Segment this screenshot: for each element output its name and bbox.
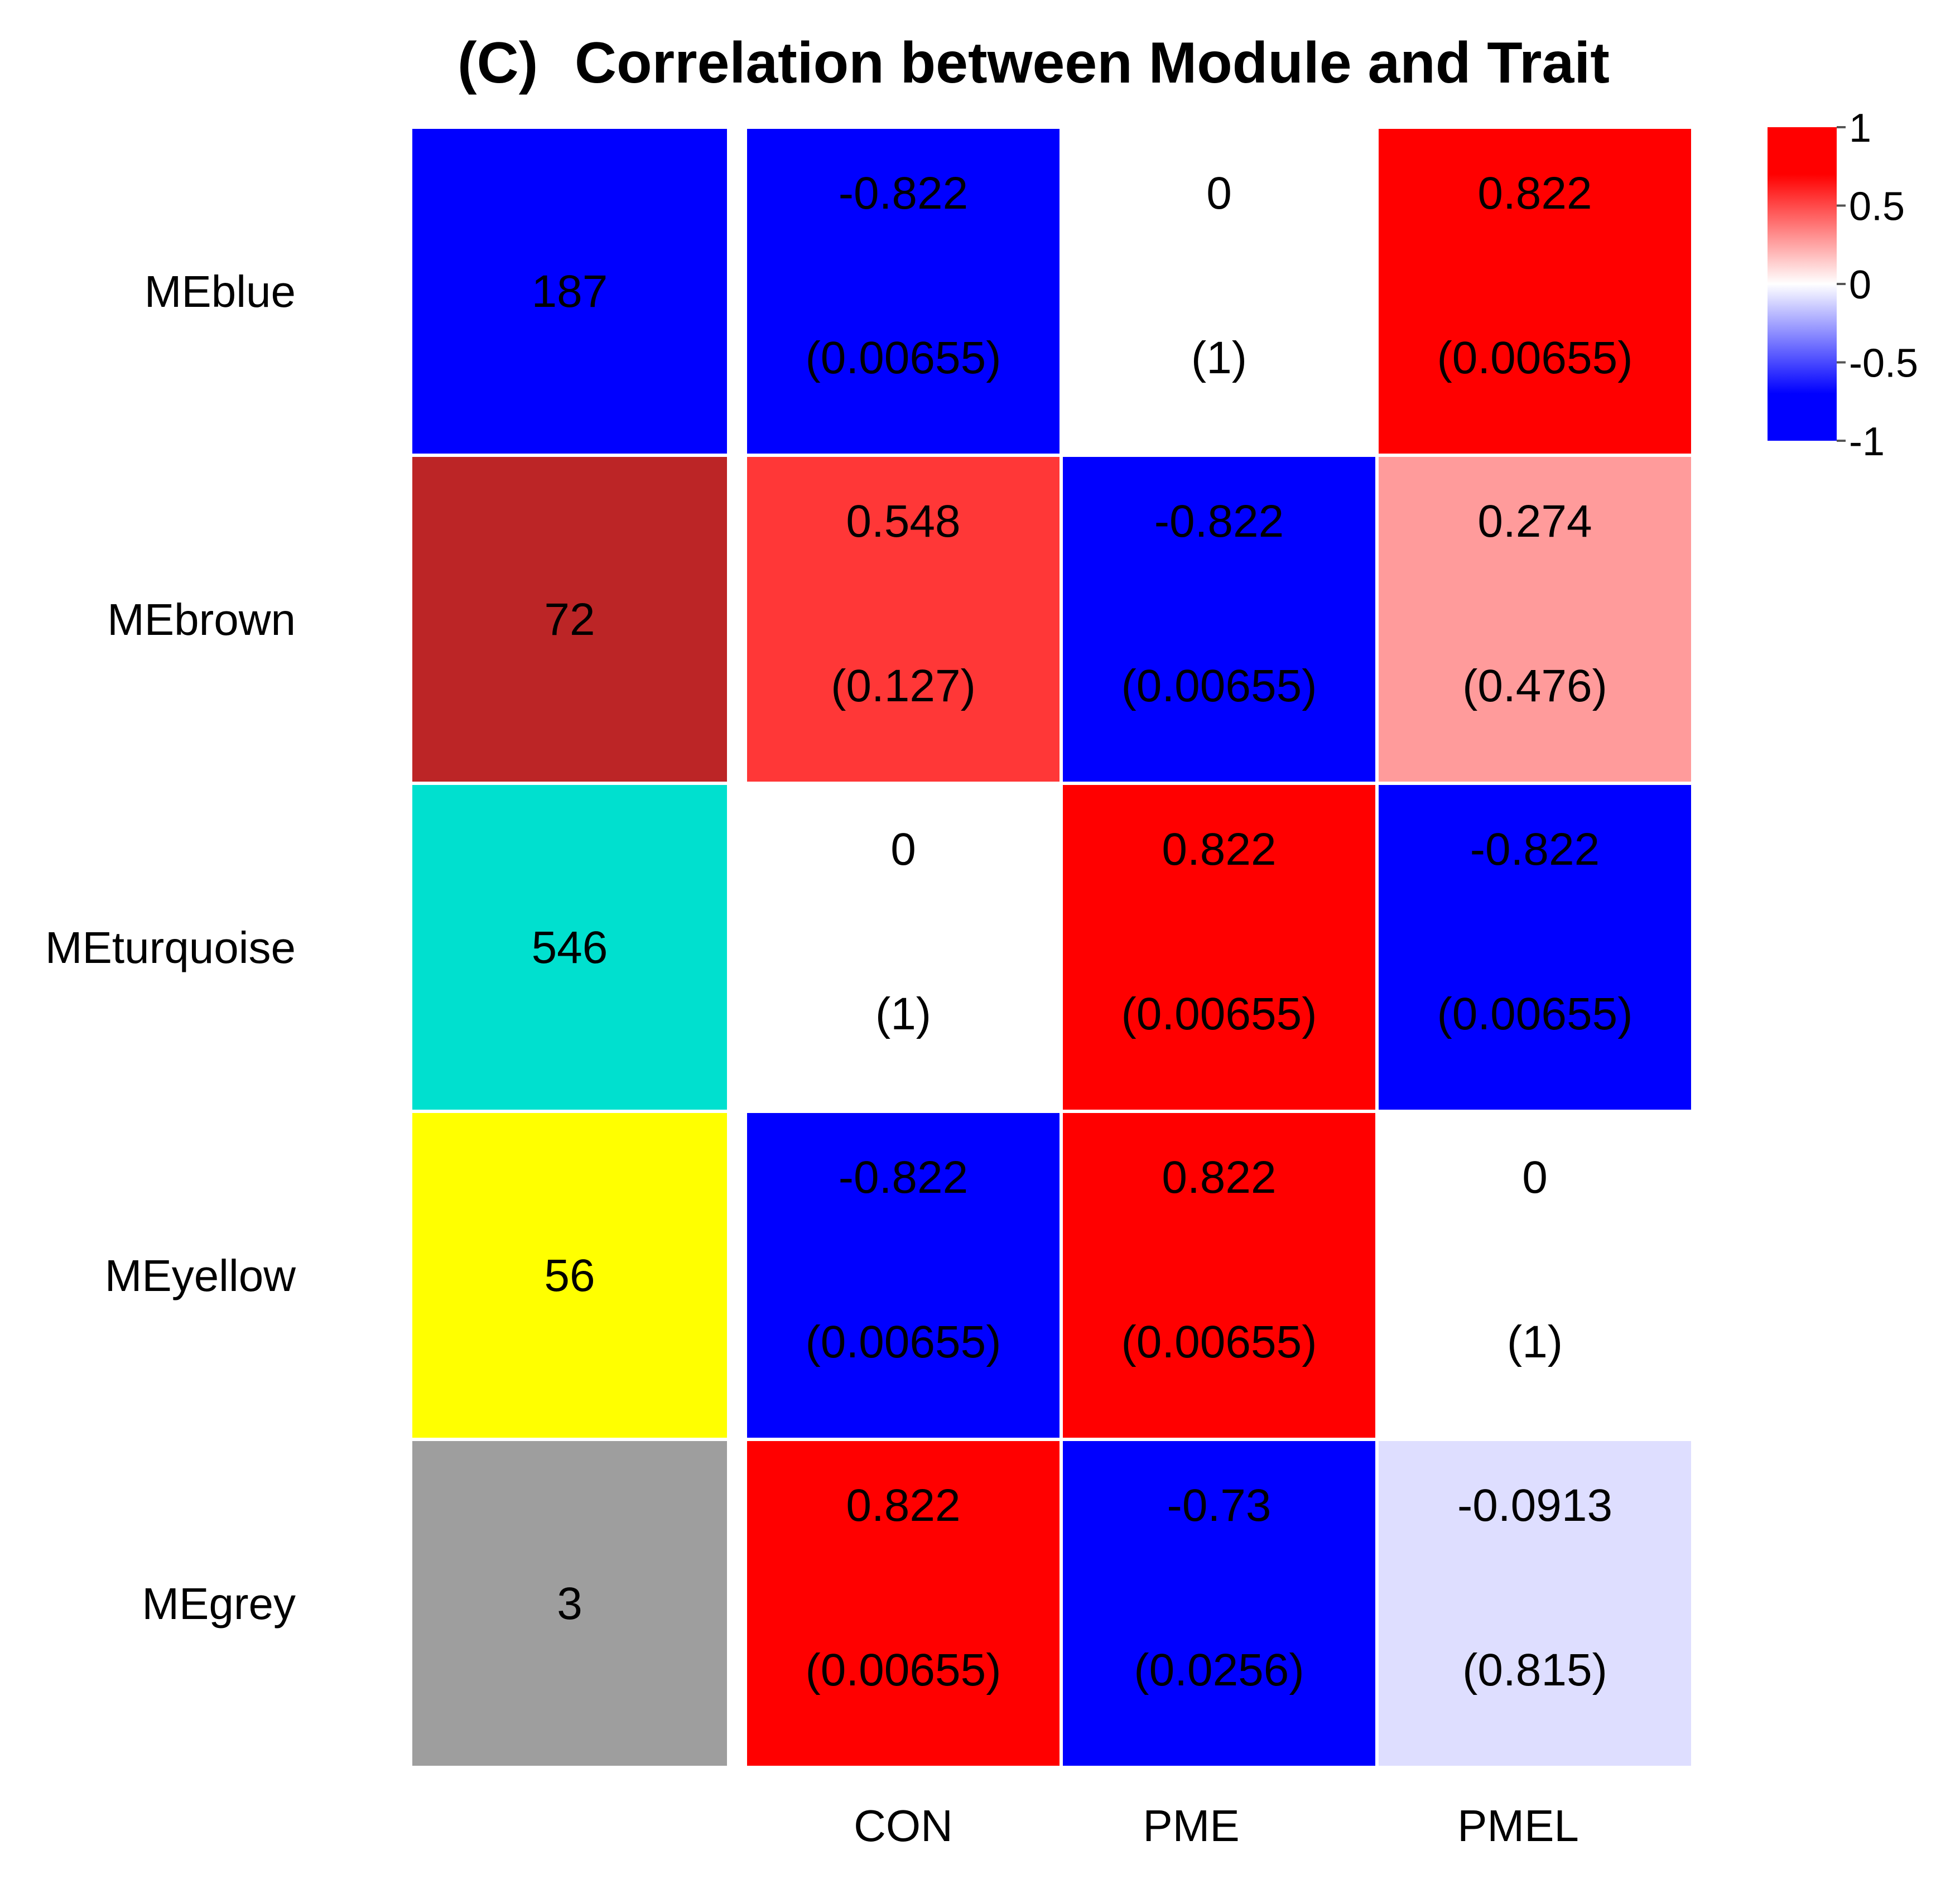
module-size-label: 3 — [557, 1578, 582, 1629]
p-value-label: (0.00655) — [805, 1317, 1001, 1367]
module-cell-meturquoise — [412, 785, 727, 1110]
heatmap-cell-meblue-pme — [1063, 129, 1375, 454]
heatmap-cell-meturquoise-pme — [1063, 785, 1375, 1110]
chart-title: Correlation between Module and Trait — [575, 31, 1610, 95]
correlation-value-label: -0.73 — [1167, 1480, 1272, 1531]
heatmap-cell-meblue-pmel — [1379, 129, 1691, 454]
heatmap-cell-meyellow-pme — [1063, 1113, 1375, 1438]
column-label-con: CON — [854, 1801, 953, 1851]
legend-tick-label: 0.5 — [1849, 185, 1905, 229]
column-label-pme: PME — [1143, 1801, 1239, 1851]
correlation-value-label: -0.822 — [839, 168, 969, 219]
row-label-meyellow: MEyellow — [105, 1251, 296, 1300]
p-value-label: (1) — [1507, 1317, 1563, 1367]
p-value-label: (0.00655) — [805, 333, 1001, 383]
p-value-label: (0.00655) — [1121, 1317, 1317, 1367]
p-value-label: (0.476) — [1462, 661, 1607, 711]
chart-title-prefix: (C) — [458, 31, 538, 95]
module-cell-mebrown — [412, 457, 727, 782]
p-value-label: (0.00655) — [805, 1645, 1001, 1695]
module-cell-meblue — [412, 129, 727, 454]
correlation-value-label: 0 — [890, 824, 916, 875]
heatmap-cell-megrey-pmel — [1379, 1441, 1691, 1766]
legend-tick-label: -1 — [1849, 420, 1885, 464]
correlation-value-label: -0.822 — [839, 1152, 969, 1203]
row-labels: MEblue MEbrown MEturquoise MEyellow MEgrey — [45, 267, 296, 1629]
module-cell-megrey — [412, 1441, 727, 1766]
correlation-value-label: 0.822 — [1162, 1152, 1276, 1203]
legend-tick-label: 1 — [1849, 106, 1871, 151]
correlation-value-label: 0.822 — [1162, 824, 1276, 875]
row-label-meturquoise: MEturquoise — [45, 923, 296, 972]
p-value-label: (0.127) — [831, 661, 976, 711]
correlation-value-label: -0.822 — [1154, 496, 1284, 547]
color-legend: 1 0.5 0 -0.5 -1 — [1768, 106, 1918, 464]
module-size-label: 72 — [544, 594, 595, 645]
legend-tick-label: 0 — [1849, 263, 1871, 307]
p-value-label: (0.00655) — [1437, 989, 1632, 1039]
heatmap-cell-mebrown-con — [747, 457, 1060, 782]
heatmap-cell-meturquoise-pmel — [1379, 785, 1691, 1110]
module-size-column: 187 72 546 56 3 — [412, 129, 727, 1766]
correlation-value-label: 0 — [1522, 1152, 1548, 1203]
column-labels: CON PME PMEL — [854, 1801, 1579, 1851]
module-size-label: 546 — [532, 922, 608, 973]
p-value-label: (1) — [1191, 333, 1247, 383]
p-value-label: (0.0256) — [1134, 1645, 1304, 1695]
heatmap-cell-megrey-pme — [1063, 1441, 1375, 1766]
correlation-value-label: 0.822 — [846, 1480, 960, 1531]
p-value-label: (1) — [875, 989, 931, 1039]
correlation-value-label: 0 — [1206, 168, 1232, 219]
module-size-label: 187 — [532, 266, 608, 317]
correlation-value-label: 0.822 — [1477, 168, 1592, 219]
heatmap-cell-megrey-con — [747, 1441, 1060, 1766]
column-label-pmel: PMEL — [1457, 1801, 1579, 1851]
p-value-label: (0.00655) — [1121, 661, 1317, 711]
p-value-label: (0.815) — [1462, 1645, 1607, 1695]
p-value-label: (0.00655) — [1437, 333, 1632, 383]
correlation-value-label: 0.274 — [1477, 496, 1592, 547]
module-size-label: 56 — [544, 1250, 595, 1301]
correlation-value-label: -0.0913 — [1457, 1480, 1612, 1531]
heatmap-cell-mebrown-pme — [1063, 457, 1375, 782]
heatmap-cell-meyellow-pmel — [1379, 1113, 1691, 1438]
row-label-meblue: MEblue — [145, 267, 296, 316]
heatmap-cell-meyellow-con — [747, 1113, 1060, 1438]
legend-colorbar — [1768, 127, 1837, 441]
p-value-label: (0.00655) — [1121, 989, 1317, 1039]
correlation-value-label: 0.548 — [846, 496, 960, 547]
row-label-mebrown: MEbrown — [107, 595, 296, 644]
module-cell-meyellow — [412, 1113, 727, 1438]
heatmap-cell-meblue-con — [747, 129, 1060, 454]
row-label-megrey: MEgrey — [142, 1579, 296, 1629]
correlation-value-label: -0.822 — [1470, 824, 1600, 875]
heatmap-cell-meturquoise-con — [747, 785, 1060, 1110]
legend-tick-label: -0.5 — [1849, 341, 1918, 386]
heatmap-cells: -0.822 (0.00655) 0 (1) 0.822 (0.00655) 0.548 (0… — [747, 129, 1691, 1766]
heatmap-cell-mebrown-pmel — [1379, 457, 1691, 782]
